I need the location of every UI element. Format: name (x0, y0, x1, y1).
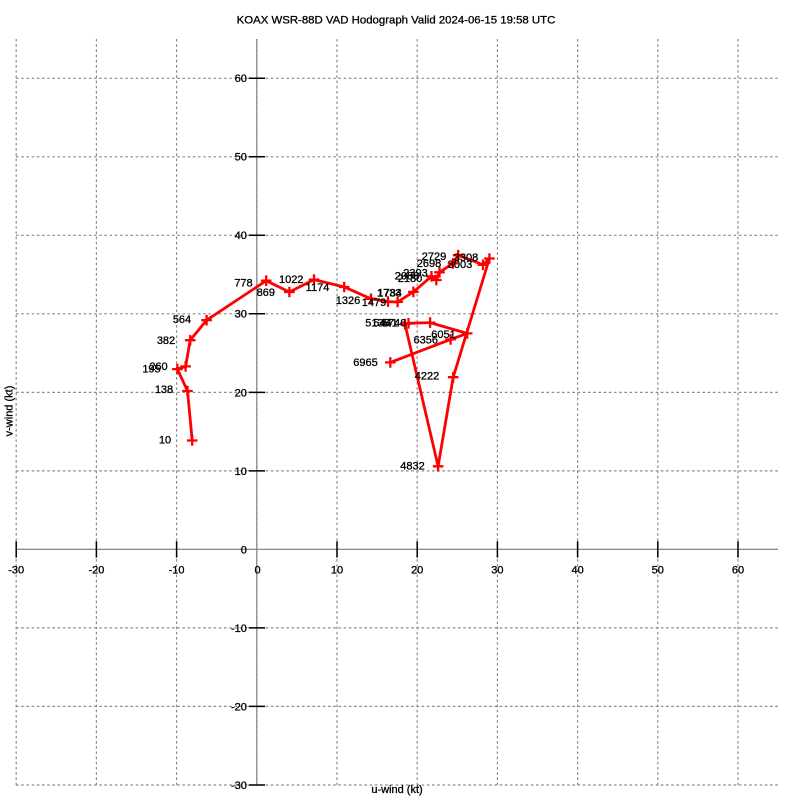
svg-text:40: 40 (571, 565, 583, 577)
svg-text:3308: 3308 (454, 252, 478, 264)
svg-text:6965: 6965 (353, 357, 377, 369)
svg-text:2393: 2393 (403, 268, 427, 280)
svg-text:20: 20 (411, 565, 423, 577)
svg-text:30: 30 (235, 309, 247, 321)
svg-text:564: 564 (173, 314, 191, 326)
svg-text:382: 382 (157, 335, 175, 347)
svg-text:778: 778 (234, 277, 252, 289)
svg-text:KOAX WSR-88D VAD Hodograph Val: KOAX WSR-88D VAD Hodograph Valid 2024-06… (237, 15, 556, 27)
svg-text:195: 195 (142, 364, 160, 376)
svg-text:3003: 3003 (448, 259, 472, 271)
svg-text:260: 260 (149, 361, 167, 373)
svg-text:60: 60 (732, 565, 744, 577)
svg-text:2698: 2698 (417, 258, 441, 270)
svg-text:2729: 2729 (422, 251, 446, 263)
svg-text:6356: 6356 (414, 335, 438, 347)
svg-text:-20: -20 (231, 701, 247, 713)
svg-text:869: 869 (257, 287, 275, 299)
svg-text:6051: 6051 (431, 329, 455, 341)
svg-text:10: 10 (235, 466, 247, 478)
svg-text:50: 50 (652, 565, 664, 577)
svg-text:60: 60 (235, 73, 247, 85)
svg-text:2180: 2180 (398, 273, 422, 285)
svg-text:0: 0 (241, 544, 247, 556)
svg-text:1733: 1733 (377, 287, 401, 299)
svg-text:4832: 4832 (400, 461, 424, 473)
svg-text:138: 138 (155, 384, 173, 396)
svg-text:5441: 5441 (373, 318, 397, 330)
svg-text:40: 40 (235, 230, 247, 242)
svg-text:-30: -30 (8, 565, 24, 577)
svg-text:-20: -20 (88, 565, 104, 577)
svg-text:20: 20 (235, 387, 247, 399)
svg-text:10: 10 (331, 565, 343, 577)
svg-text:1022: 1022 (279, 274, 303, 286)
svg-text:-10: -10 (169, 565, 185, 577)
svg-text:10: 10 (159, 434, 171, 446)
svg-text:1326: 1326 (336, 295, 360, 307)
svg-text:5136: 5136 (365, 318, 389, 330)
svg-text:0: 0 (255, 565, 261, 577)
svg-text:2088: 2088 (395, 270, 419, 282)
svg-text:4222: 4222 (415, 371, 439, 383)
svg-text:1479: 1479 (362, 297, 386, 309)
svg-text:u-wind (kt): u-wind (kt) (371, 784, 422, 796)
svg-text:50: 50 (235, 152, 247, 164)
svg-text:1784: 1784 (377, 288, 401, 300)
svg-text:-30: -30 (231, 780, 247, 792)
svg-text:-10: -10 (231, 623, 247, 635)
svg-text:5746: 5746 (382, 318, 406, 330)
svg-text:30: 30 (491, 565, 503, 577)
svg-text:v-wind (kt): v-wind (kt) (3, 386, 15, 437)
svg-text:1174: 1174 (306, 282, 330, 294)
